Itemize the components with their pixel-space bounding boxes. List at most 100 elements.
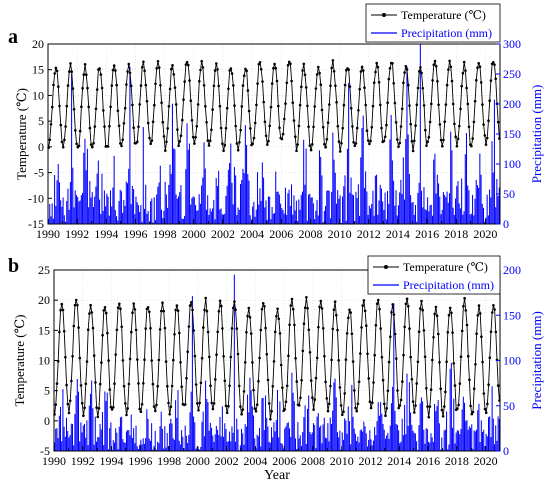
precip-bar: [408, 382, 410, 451]
x-tick-label: 1994: [94, 227, 118, 241]
temperature-point: [426, 405, 429, 408]
precip-bar: [488, 417, 490, 451]
precip-bar: [99, 423, 101, 451]
precip-bar: [282, 448, 285, 451]
temperature-point: [415, 103, 419, 106]
temperature-point: [453, 122, 456, 126]
temperature-point: [55, 69, 59, 73]
precip-bar: [241, 428, 243, 451]
temperature-point: [478, 312, 482, 315]
precip-bar: [123, 200, 125, 224]
precip-bar: [224, 423, 226, 451]
precip-bar: [110, 422, 112, 451]
temperature-point: [387, 360, 391, 364]
precip-bar: [335, 203, 337, 224]
precip-bar: [390, 114, 392, 224]
temperature-point: [139, 410, 143, 414]
temperature-point: [311, 396, 314, 400]
precip-bar: [109, 190, 111, 224]
precip-bar: [288, 189, 290, 224]
precip-bar: [354, 433, 356, 451]
precip-bar: [410, 195, 412, 224]
temperature-point: [490, 311, 494, 314]
temperature-point: [195, 125, 199, 128]
temperature-point: [107, 359, 110, 362]
precip-bar: [145, 438, 147, 451]
precip-bar: [239, 445, 241, 451]
temperature-point: [222, 149, 225, 153]
temperature-point: [76, 303, 79, 307]
temperature-point: [481, 360, 484, 364]
temperature-point: [478, 65, 482, 68]
precip-bar: [112, 187, 114, 224]
precip-bar: [58, 415, 60, 451]
temperature-point: [292, 119, 296, 122]
precip-bar: [265, 200, 267, 224]
temperature-point: [183, 80, 186, 83]
precip-bar: [298, 199, 300, 224]
precip-bar: [334, 378, 336, 451]
temperature-point: [59, 308, 62, 312]
temperature-point: [117, 124, 121, 128]
temperature-point: [294, 135, 297, 138]
temperature-point: [417, 330, 421, 334]
precip-bar: [129, 435, 131, 451]
precip-bar: [424, 443, 426, 451]
precip-bar: [191, 198, 193, 224]
temperature-point: [83, 406, 86, 410]
temperature-point: [366, 352, 369, 356]
precip-bar: [69, 181, 71, 224]
precip-bar: [371, 203, 373, 224]
temperature-point: [128, 71, 132, 75]
precip-bar: [276, 191, 278, 224]
temperature-point: [271, 385, 275, 388]
precip-bar: [185, 169, 187, 224]
temperature-point: [459, 355, 463, 359]
temperature-point: [404, 65, 408, 68]
temperature-point: [165, 140, 168, 144]
temperature-point: [422, 104, 426, 107]
precip-bar: [352, 195, 355, 224]
precip-bar: [205, 209, 207, 224]
temperature-point: [178, 331, 181, 335]
precip-bar: [283, 213, 285, 224]
x-tick-label: 1990: [36, 227, 60, 241]
precip-bar: [134, 443, 136, 451]
precip-bar: [233, 167, 235, 224]
temperature-point: [95, 406, 98, 409]
precip-bar: [166, 433, 168, 451]
temperature-point: [190, 301, 193, 304]
precip-bar: [450, 362, 452, 451]
temperature-point: [471, 137, 475, 140]
temperature-point: [411, 149, 415, 153]
temperature-point: [65, 383, 68, 387]
temperature-point: [179, 361, 182, 364]
temperature-point: [413, 139, 416, 143]
temperature-point: [337, 359, 341, 362]
temperature-point: [160, 309, 163, 313]
temperature-point: [308, 144, 312, 147]
temperature-point: [398, 404, 402, 407]
temperature-point: [295, 380, 299, 383]
precip-bar: [391, 160, 393, 224]
temperature-point: [137, 125, 140, 129]
precip-bar: [282, 210, 284, 224]
precip-bar: [88, 405, 90, 451]
precip-bar: [122, 212, 124, 224]
y2-axis-title: Precipitation (mm): [529, 85, 544, 184]
precip-bar: [311, 197, 313, 224]
precip-bar: [93, 444, 95, 451]
precip-bar: [190, 204, 192, 224]
precip-bar: [492, 418, 494, 451]
temperature-point: [254, 410, 258, 413]
temperature-point: [309, 148, 313, 152]
temperature-point: [351, 360, 355, 363]
temperature-point: [98, 382, 102, 386]
precip-bar: [69, 435, 71, 451]
temperature-point: [414, 404, 417, 407]
precip-bar: [202, 177, 204, 224]
temperature-point: [301, 69, 304, 72]
precip-bar: [475, 179, 477, 224]
precip-bar: [250, 220, 252, 224]
precip-bar: [176, 417, 178, 451]
